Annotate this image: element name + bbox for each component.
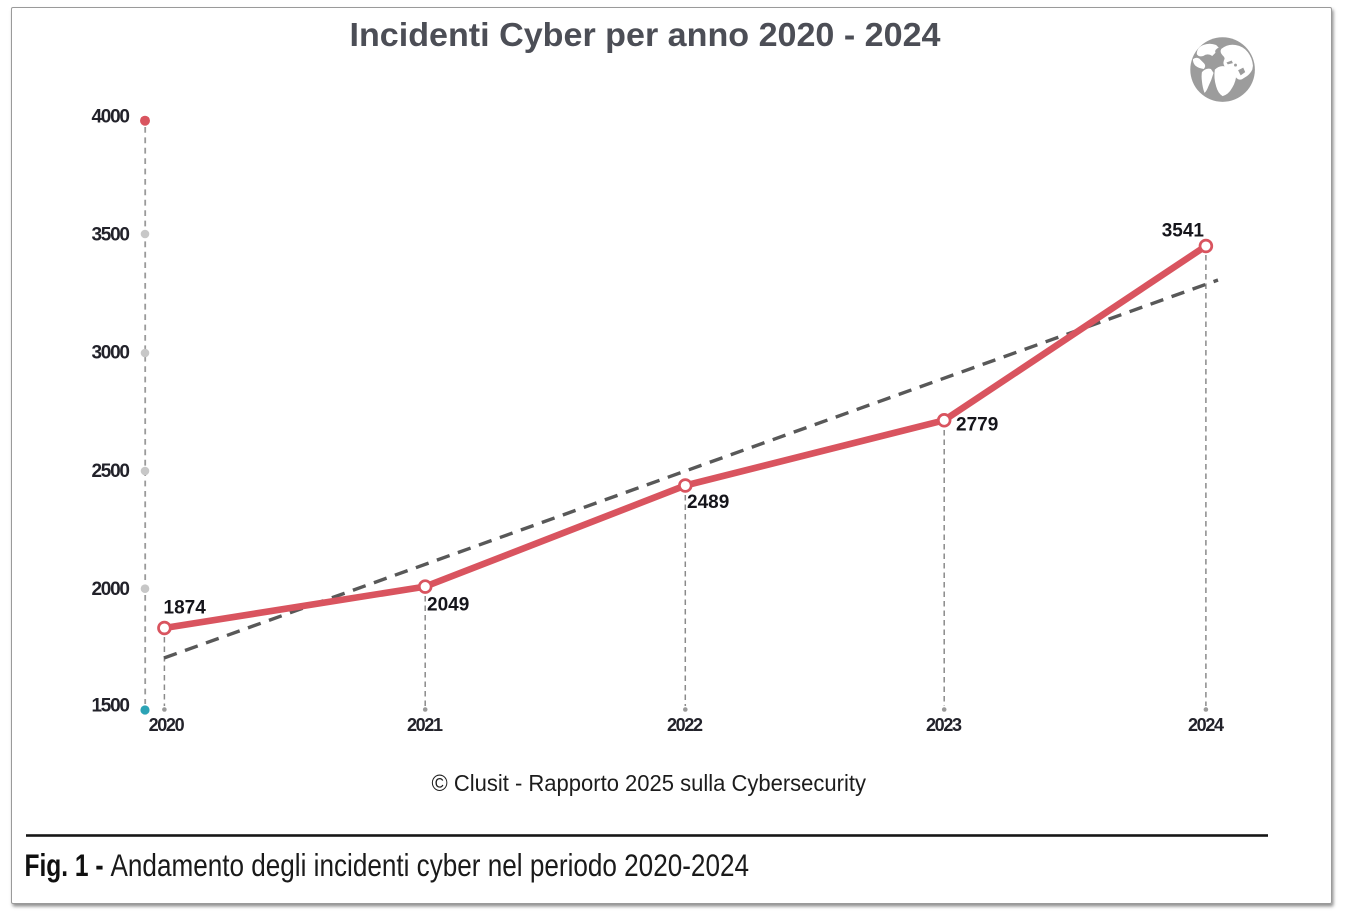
svg-text:3500: 3500 (92, 225, 131, 246)
svg-text:2023: 2023 (926, 715, 962, 735)
svg-text:2020: 2020 (149, 715, 185, 735)
svg-text:Andamento degli incidenti cybe: Andamento degli incidenti cyber nel peri… (111, 847, 750, 883)
svg-text:1874: 1874 (164, 598, 207, 619)
svg-text:2021: 2021 (407, 715, 443, 735)
svg-text:3000: 3000 (92, 343, 131, 364)
svg-text:2024: 2024 (1188, 715, 1224, 735)
svg-text:2000: 2000 (92, 579, 131, 600)
svg-text:2779: 2779 (956, 415, 998, 436)
svg-text:Fig. 1 -: Fig. 1 - (25, 847, 104, 883)
svg-text:© Clusit - Rapporto 2025 sulla: © Clusit - Rapporto 2025 sulla Cybersecu… (432, 770, 867, 796)
svg-text:2022: 2022 (667, 715, 703, 735)
svg-text:Incidenti Cyber per anno 2020: Incidenti Cyber per anno 2020 - 2024 (350, 16, 942, 53)
svg-text:2489: 2489 (687, 492, 729, 513)
svg-text:2500: 2500 (92, 461, 131, 482)
svg-text:2049: 2049 (427, 595, 469, 616)
svg-text:4000: 4000 (92, 107, 131, 128)
svg-text:3541: 3541 (1162, 221, 1205, 242)
svg-text:1500: 1500 (92, 696, 131, 717)
